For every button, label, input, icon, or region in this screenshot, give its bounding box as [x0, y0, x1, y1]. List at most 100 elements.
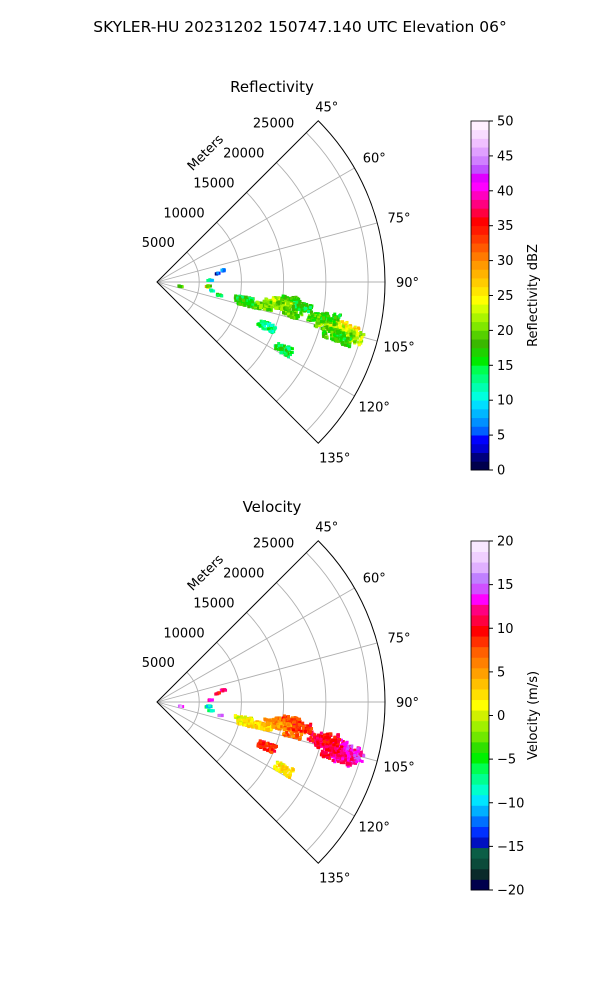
velocity-data-point	[358, 758, 362, 762]
reflectivity-data-point	[356, 331, 360, 335]
velocity-data-point	[324, 751, 328, 755]
reflectivity-data-point	[310, 310, 314, 314]
velocity-data-point	[341, 757, 345, 761]
velocity-colorbar-swatch	[471, 784, 489, 796]
velocity-data-point	[354, 756, 358, 760]
velocity-colorbar-swatch	[471, 625, 489, 637]
velocity-data-point	[331, 758, 335, 762]
velocity-data-point	[274, 767, 278, 771]
reflectivity-data-point	[315, 321, 319, 325]
reflectivity-data-point	[346, 334, 350, 338]
velocity-data-point	[302, 724, 306, 728]
reflectivity-data-point	[335, 334, 339, 338]
reflectivity-data-point	[327, 322, 331, 326]
velocity-colorbar-tick-label: −20	[497, 884, 524, 899]
velocity-data-point	[346, 756, 350, 760]
reflectivity-data-point	[317, 321, 321, 325]
reflectivity-data-point	[277, 342, 281, 346]
reflectivity-data-point	[283, 296, 287, 300]
velocity-data-point	[220, 713, 224, 717]
reflectivity-data-point	[352, 330, 356, 334]
velocity-data-point	[292, 725, 296, 729]
reflectivity-colorbar-swatch	[471, 234, 489, 244]
velocity-data-point	[359, 752, 363, 756]
velocity-colorbar-swatch	[471, 794, 489, 806]
reflectivity-data-point	[205, 284, 209, 288]
reflectivity-data-point	[319, 319, 323, 323]
reflectivity-data-point	[208, 278, 212, 282]
velocity-data-point	[329, 746, 333, 750]
velocity-theta-tick-label: 120°	[359, 820, 390, 835]
reflectivity-data-point	[341, 331, 345, 335]
velocity-data-point	[266, 728, 270, 732]
reflectivity-data-point	[298, 308, 302, 312]
velocity-data-point	[282, 727, 286, 731]
velocity-data-point	[329, 740, 333, 744]
reflectivity-colorbar-swatch	[471, 461, 489, 471]
reflectivity-panel: Reflectivity 45°60°75°90°105°120°135°500…	[142, 78, 541, 479]
velocity-colorbar-swatch	[471, 879, 489, 891]
velocity-data-point	[332, 743, 336, 747]
velocity-panel: Velocity 45°60°75°90°105°120°135°5000100…	[142, 498, 541, 899]
reflectivity-data-point	[352, 337, 356, 341]
velocity-azimuth-line-60	[156, 587, 355, 703]
velocity-data-point	[277, 720, 281, 724]
reflectivity-data-point	[276, 304, 280, 308]
velocity-data-point	[347, 759, 351, 763]
reflectivity-colorbar-swatch	[471, 339, 489, 349]
velocity-data-point	[340, 743, 344, 747]
velocity-colorbar-swatch	[471, 689, 489, 701]
reflectivity-data-point	[307, 315, 311, 319]
reflectivity-data-point	[318, 313, 322, 317]
reflectivity-theta-tick-label: 90°	[396, 276, 419, 291]
reflectivity-data-point	[299, 305, 303, 309]
reflectivity-data-point	[257, 322, 261, 326]
reflectivity-data-point	[322, 335, 326, 339]
reflectivity-data-point	[346, 336, 350, 340]
velocity-data-point	[353, 759, 357, 763]
velocity-colorbar-swatch	[471, 752, 489, 764]
velocity-theta-tick-label: 75°	[388, 632, 411, 647]
reflectivity-data-point	[339, 327, 343, 331]
velocity-data-point	[316, 741, 320, 745]
reflectivity-data-point	[337, 321, 341, 325]
velocity-data-point	[293, 720, 297, 724]
reflectivity-data-point	[329, 327, 333, 331]
velocity-data-point	[325, 738, 329, 742]
velocity-data-point	[245, 719, 249, 723]
reflectivity-data-point	[261, 326, 265, 330]
velocity-data-point	[342, 748, 346, 752]
velocity-data-point	[320, 749, 324, 753]
velocity-colorbar-swatch	[471, 572, 489, 584]
velocity-data-point	[268, 742, 272, 746]
reflectivity-data-point	[343, 337, 347, 341]
velocity-data-point	[320, 744, 324, 748]
velocity-data-point	[330, 753, 334, 757]
reflectivity-data-point	[359, 331, 363, 335]
velocity-data-point	[262, 723, 266, 727]
reflectivity-data-point	[297, 301, 301, 305]
reflectivity-data-point	[269, 324, 273, 328]
velocity-data-point	[336, 733, 340, 737]
reflectivity-data-point	[259, 303, 263, 307]
velocity-data-point	[320, 734, 324, 738]
reflectivity-data-point	[324, 332, 328, 336]
velocity-data-point	[238, 715, 242, 719]
velocity-data-point	[307, 724, 311, 728]
reflectivity-data-point	[349, 326, 353, 330]
velocity-colorbar-tick-label: 10	[497, 622, 514, 637]
velocity-data-point	[285, 766, 289, 770]
velocity-data-point	[313, 738, 317, 742]
reflectivity-data-point	[351, 339, 355, 343]
reflectivity-data-point	[208, 284, 212, 288]
reflectivity-data-point	[322, 327, 326, 331]
reflectivity-colorbar-swatch	[471, 312, 489, 323]
reflectivity-data-point	[275, 306, 279, 310]
velocity-colorbar-swatch	[471, 678, 489, 690]
velocity-data-point	[262, 742, 266, 746]
reflectivity-data-point	[246, 302, 250, 306]
reflectivity-data-point	[310, 314, 314, 318]
reflectivity-colorbar-tick-label: 5	[497, 429, 505, 444]
velocity-data-point	[283, 722, 287, 726]
reflectivity-data-point	[340, 335, 344, 339]
